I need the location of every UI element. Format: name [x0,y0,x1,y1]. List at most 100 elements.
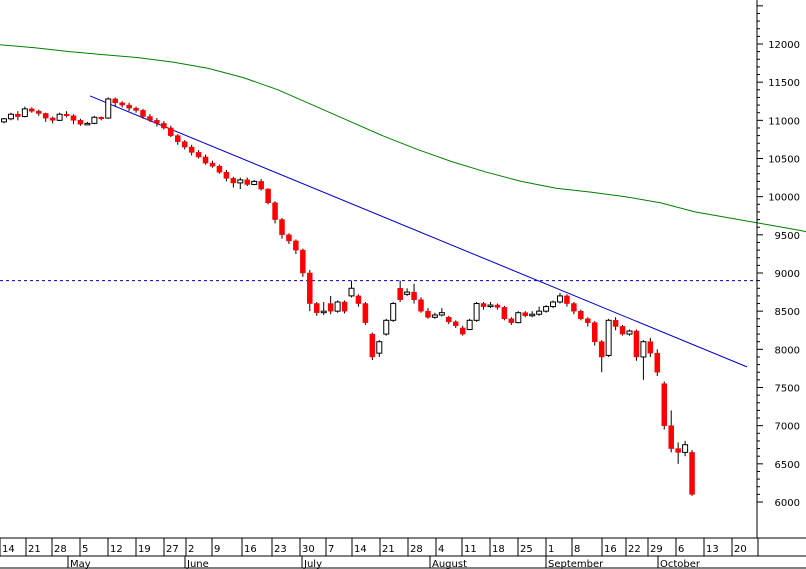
month-label: July [303,559,322,569]
candle [473,302,480,322]
y-tick-label: 9500 [775,231,800,242]
candle [390,302,397,322]
candle-body-down [258,181,264,190]
candle [209,160,216,168]
candle-body-down [689,452,695,495]
y-tick-label: 10000 [768,193,800,204]
month-label: June [186,559,209,569]
candle [557,292,563,304]
y-tick-label: 6500 [775,460,800,471]
candle-body-down [598,341,605,358]
candle-body-down [578,310,584,320]
x-tick-label: 2 [188,544,194,555]
candle [98,116,105,121]
candle [689,450,695,496]
candle-body-down [501,307,508,320]
candle [675,442,681,464]
candle-body-down [223,171,230,179]
candle [126,102,132,112]
candle-body-down [592,322,598,342]
candle [522,311,528,318]
candle [480,302,487,310]
candles-layer [1,97,695,496]
candle [265,188,271,205]
candle [84,121,91,126]
candle [668,410,674,453]
x-tick-label: 4 [438,544,444,555]
candle [223,169,230,182]
candle [21,106,28,118]
x-tick-label: 20 [734,544,747,555]
candle [661,381,667,430]
candle-body-up [529,313,536,317]
candle [571,302,577,315]
candle-body-down [293,240,299,251]
y-tick-label: 9000 [775,269,800,280]
candle-body-down [508,318,515,323]
candle [140,108,146,119]
y-axis: 6000 6500 7000 7500 8000 8500 9000 9500 10000 105… [756,0,800,538]
candle [181,140,188,150]
candle-body-down [49,117,56,121]
candle [286,233,292,244]
x-tick-label: 14 [2,544,15,555]
candle-body-down [77,120,84,125]
candle-body-up [390,303,397,321]
y-tick-label: 11500 [768,78,800,89]
candle [438,308,445,317]
candle [487,302,494,309]
candle [202,154,209,165]
candle [425,308,431,319]
candle [515,311,522,324]
candle [237,177,244,190]
candle [598,340,605,373]
candle [585,317,591,327]
candle-body-down [63,113,70,117]
candle [494,303,501,310]
candle [348,280,355,298]
y-tick-label: 12000 [768,40,800,51]
candle [355,294,362,307]
candle [63,111,70,118]
candle [112,97,118,107]
candle-body-down [175,135,181,142]
candle [147,114,153,122]
candle-body-up [1,118,7,123]
candle [327,295,334,315]
candle [605,318,612,357]
candle-body-down [300,249,306,274]
candle-body-up [626,330,633,335]
x-tick-label: 14 [354,544,367,555]
candle-body-down [418,299,424,312]
candle [56,112,63,122]
candle-body-up [383,319,390,335]
candle-body-up [682,444,689,453]
candle-body-down [425,310,431,318]
candle [550,300,557,309]
x-tick-label: 9 [214,544,220,555]
candle-body-down [369,333,376,358]
candle [300,248,306,277]
candle-body-down [195,152,202,158]
candle-body-up [431,314,438,318]
candle-body-down [161,123,167,129]
candle [168,125,174,138]
candle-body-down [70,115,77,121]
candle-body-down [453,321,459,326]
candle-body-down [494,304,501,308]
candle [70,114,77,125]
candle-body-down [133,107,139,111]
candle [640,340,647,380]
candle [279,218,285,239]
candle-body-up [550,301,557,308]
x-tick-label: 28 [410,544,423,555]
candle-body-up [105,98,112,119]
x-tick-label: 23 [274,544,287,555]
candle-body-down [480,303,487,307]
candle-body-down [446,317,452,323]
candle-body-down [42,113,49,119]
candle-body-up [376,341,383,354]
candle-body-up [557,295,563,303]
candle [42,112,49,122]
candle-body-down [244,179,250,185]
